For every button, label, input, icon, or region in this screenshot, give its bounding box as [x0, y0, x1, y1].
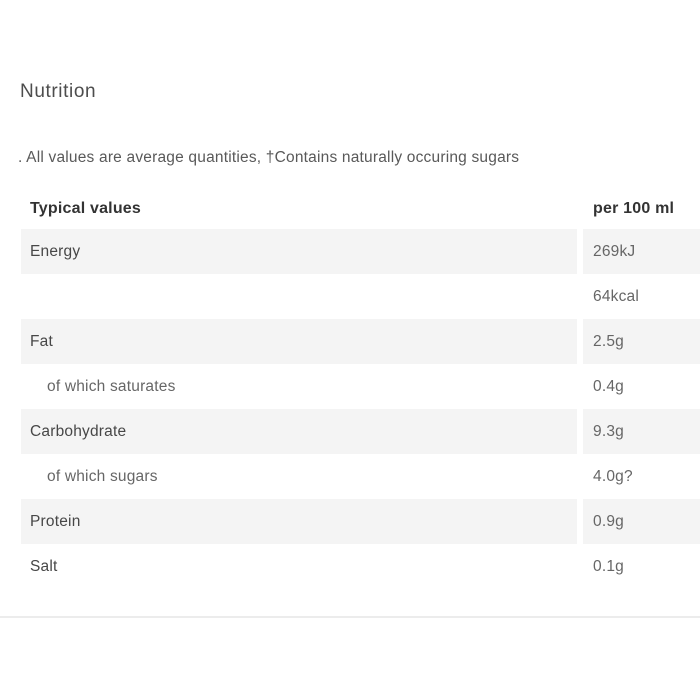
table-row-energy-kcal: 64kcal: [21, 274, 700, 319]
column-gap: [577, 544, 583, 589]
row-label: Salt: [30, 557, 58, 575]
table-header-row: Typical values per 100 ml: [21, 188, 700, 229]
column-gap: [577, 319, 583, 364]
row-label: [21, 274, 577, 319]
table-row-saturates: of which saturates 0.4g: [21, 364, 700, 409]
row-value: 2.5g: [583, 319, 700, 364]
row-value: 0.1g: [593, 557, 624, 575]
section-heading: Nutrition: [20, 81, 97, 102]
table-row-salt: Salt 0.1g: [21, 544, 700, 589]
column-gap: [577, 274, 583, 319]
row-value: 64kcal: [593, 287, 640, 305]
row-label: of which saturates: [47, 377, 176, 395]
average-quantities-note: . All values are average quantities, †Co…: [18, 149, 520, 166]
row-value: 269kJ: [583, 229, 700, 274]
table-row-carbohydrate: Carbohydrate 9.3g: [21, 409, 700, 454]
row-label: Energy: [21, 229, 577, 274]
section-divider: [0, 616, 700, 618]
row-label: Fat: [21, 319, 577, 364]
column-header-typical-values: Typical values: [30, 199, 142, 217]
row-label: of which sugars: [47, 467, 158, 485]
column-gap: [577, 499, 583, 544]
row-value: 0.9g: [583, 499, 700, 544]
row-label: Carbohydrate: [21, 409, 577, 454]
table-row-energy: Energy 269kJ: [21, 229, 700, 274]
table-row-sugars: of which sugars 4.0g?: [21, 454, 700, 499]
row-value: 0.4g: [593, 377, 624, 395]
column-header-per-100ml: per 100 ml: [593, 199, 675, 217]
table-row-fat: Fat 2.5g: [21, 319, 700, 364]
column-gap: [577, 188, 583, 229]
row-value: 4.0g?: [593, 467, 633, 485]
row-label: Protein: [21, 499, 577, 544]
column-gap: [577, 454, 583, 499]
column-gap: [577, 229, 583, 274]
row-value: 9.3g: [583, 409, 700, 454]
column-gap: [577, 364, 583, 409]
column-gap: [577, 409, 583, 454]
table-row-protein: Protein 0.9g: [21, 499, 700, 544]
nutrition-table: Typical values per 100 ml Energy 269kJ 6…: [21, 188, 700, 589]
